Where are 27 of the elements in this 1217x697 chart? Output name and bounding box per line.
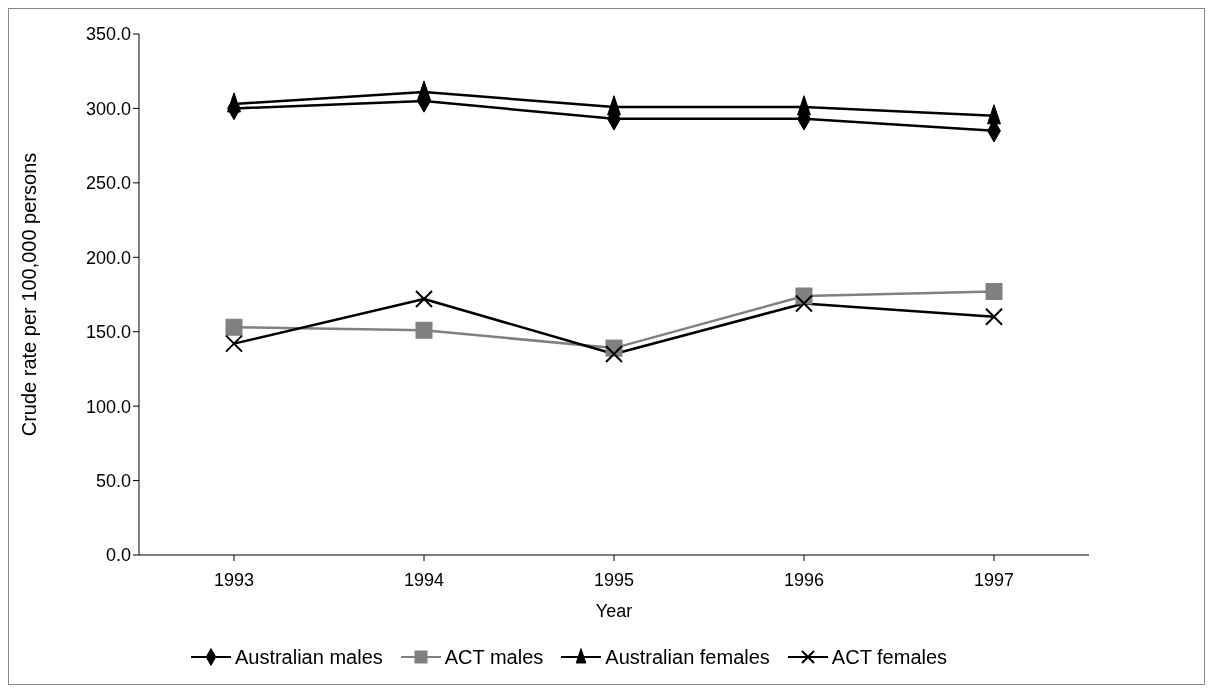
legend-label: ACT females (831, 645, 948, 669)
y-tick-label: 150.0 (85, 322, 131, 343)
point (985, 283, 1003, 301)
point (605, 345, 623, 364)
x-tick-label: 1997 (973, 569, 1015, 590)
y-tick-label: 50.0 (95, 470, 131, 491)
y-tick-label: 0.0 (105, 545, 131, 566)
x-tick-label: 1993 (213, 569, 255, 590)
point (225, 318, 243, 336)
y-tick-label: 300.0 (85, 98, 131, 119)
legend-label: ACT males (444, 645, 544, 669)
x-tick-label: 1995 (593, 569, 635, 590)
y-tick-label: 200.0 (85, 247, 131, 268)
point (225, 334, 243, 353)
point (415, 321, 433, 339)
y-axis-title: Crude rate per 100,000 persons (18, 152, 41, 437)
y-tick-label: 100.0 (85, 396, 131, 417)
legend-label: Australian males (234, 645, 383, 669)
y-tick-label: 250.0 (85, 173, 131, 194)
x-tick-label: 1996 (783, 569, 825, 590)
x-tick-label: 1994 (403, 569, 445, 590)
point (415, 289, 433, 308)
x-axis-title: Year (595, 601, 633, 621)
point (985, 307, 1003, 326)
point (795, 294, 813, 313)
legend-label: Australian females (605, 645, 770, 669)
y-tick-label: 350.0 (85, 24, 131, 45)
